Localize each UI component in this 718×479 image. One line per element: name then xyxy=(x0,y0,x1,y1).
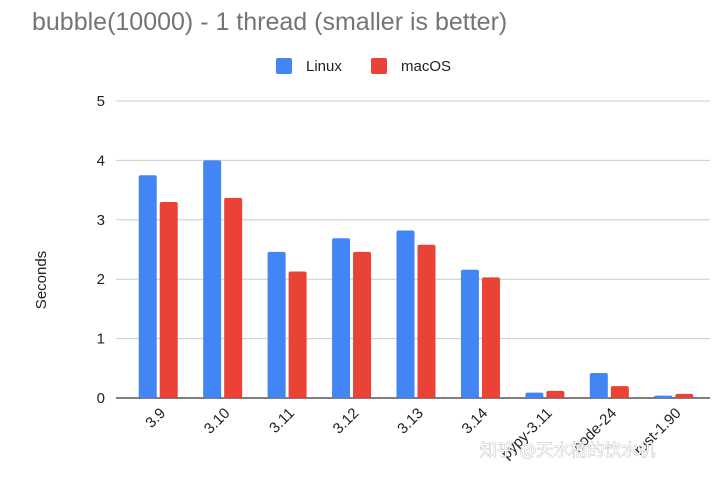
x-tick-label: 3.9 xyxy=(142,405,169,432)
bar-macos-3-13 xyxy=(417,244,436,398)
legend-swatch-linux xyxy=(276,58,292,74)
y-axis-title: Seconds xyxy=(33,251,50,309)
bar-linux-rust-1-90 xyxy=(654,395,673,398)
bar-linux-3-11 xyxy=(267,251,286,398)
bars xyxy=(138,160,694,398)
bar-macos-pypy-3-11 xyxy=(546,390,565,398)
x-tick-label: 3.14 xyxy=(459,405,492,438)
bar-macos-3-11 xyxy=(288,271,307,398)
y-tick-labels: 0 1 2 3 4 5 xyxy=(97,93,105,407)
y-tick-label: 3 xyxy=(97,212,105,229)
bar-macos-node-24 xyxy=(610,386,629,398)
x-tick-label: 3.13 xyxy=(394,405,427,438)
y-tick-label: 4 xyxy=(97,152,105,169)
chart-title: bubble(10000) - 1 thread (smaller is bet… xyxy=(32,8,507,36)
bar-linux-pypy-3-11 xyxy=(525,392,544,398)
bar-linux-3-14 xyxy=(460,269,479,398)
bar-linux-3-10 xyxy=(203,160,222,398)
bar-macos-3-10 xyxy=(224,197,243,398)
bar-linux-node-24 xyxy=(589,373,608,398)
bar-linux-3-13 xyxy=(396,230,415,398)
bar-macos-rust-1-90 xyxy=(675,393,694,398)
bar-linux-3-9 xyxy=(138,175,157,398)
legend-label-linux: Linux xyxy=(306,58,342,75)
y-tick-label: 5 xyxy=(97,93,105,110)
bar-macos-3-12 xyxy=(353,251,372,398)
x-tick-label: 3.11 xyxy=(266,405,298,437)
legend: Linux macOS xyxy=(276,58,451,75)
legend-label-macos: macOS xyxy=(401,58,451,75)
bar-macos-3-14 xyxy=(481,277,500,398)
legend-swatch-macos xyxy=(371,58,387,74)
y-tick-label: 1 xyxy=(97,331,105,348)
bar-macos-3-9 xyxy=(159,201,178,398)
y-tick-label: 2 xyxy=(97,271,105,288)
y-tick-label: 0 xyxy=(97,390,105,407)
x-tick-label: 3.12 xyxy=(330,405,363,438)
x-tick-label: 3.10 xyxy=(201,405,234,438)
watermark-text: 知乎 @天水桶的饮水机 xyxy=(480,441,655,461)
bar-linux-3-12 xyxy=(332,238,351,398)
